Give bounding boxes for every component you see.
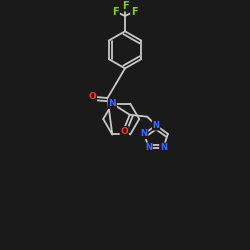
- Text: F: F: [131, 6, 138, 16]
- Text: O: O: [89, 92, 96, 101]
- Text: N: N: [108, 99, 116, 108]
- Text: F: F: [112, 6, 119, 16]
- Text: O: O: [120, 127, 128, 136]
- Text: N: N: [152, 121, 160, 130]
- Text: N: N: [160, 143, 167, 152]
- Text: N: N: [145, 143, 152, 152]
- Text: N: N: [140, 130, 147, 138]
- Text: F: F: [122, 0, 128, 10]
